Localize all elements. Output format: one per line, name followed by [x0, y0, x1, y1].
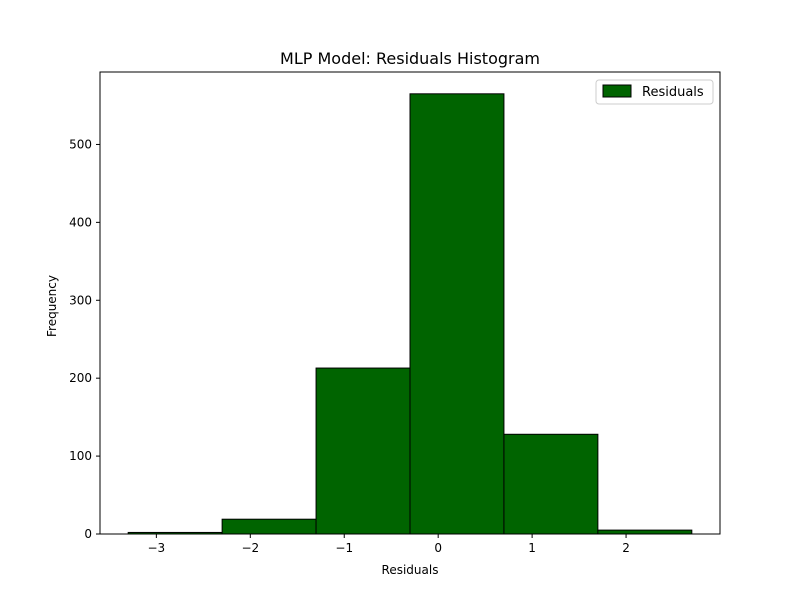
y-axis-label: Frequency [45, 275, 59, 337]
histogram-bar-5 [503, 433, 599, 535]
histogram-bar-6 [597, 529, 693, 535]
y-tick-label: 400 [69, 215, 92, 229]
x-tick-label: 2 [622, 541, 630, 555]
y-tick-label: 300 [69, 293, 92, 307]
x-tick-label: −2 [241, 541, 259, 555]
histogram-bar-3 [315, 367, 411, 535]
y-tick-label: 200 [69, 371, 92, 385]
bars-layer [127, 93, 693, 535]
x-tick-label: 1 [528, 541, 536, 555]
legend-swatch [602, 84, 632, 98]
plot-area-frame [99, 71, 721, 535]
legend: Residuals [595, 79, 714, 105]
histogram-bar-2 [221, 518, 317, 535]
x-tick-label: −1 [335, 541, 353, 555]
legend-label: Residuals [642, 85, 704, 100]
x-tick-label: 0 [434, 541, 442, 555]
x-axis-label: Residuals [382, 563, 439, 577]
y-tick-label: 500 [69, 137, 92, 151]
histogram-bar-4 [409, 93, 505, 535]
ticks-layer: −3 −2 −1 0 1 2 0 100 200 300 400 500 [69, 137, 630, 555]
chart-title: MLP Model: Residuals Histogram [280, 49, 540, 68]
x-tick-label: −3 [148, 541, 166, 555]
y-tick-label: 100 [69, 449, 92, 463]
y-tick-label: 0 [84, 527, 92, 541]
